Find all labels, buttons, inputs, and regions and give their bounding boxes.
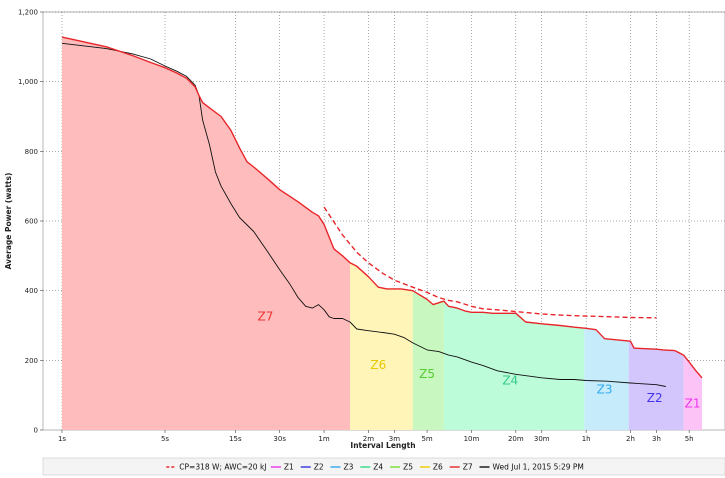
x-tick-label: 1m xyxy=(318,435,329,443)
zone-label-z1: Z1 xyxy=(685,396,701,410)
x-tick-label: 5m xyxy=(421,435,432,443)
legend-entry-label: Wed Jul 1, 2015 5:29 PM xyxy=(493,463,584,472)
zone-label-z6: Z6 xyxy=(370,358,386,372)
legend-box xyxy=(42,457,725,476)
zone-label-z2: Z2 xyxy=(647,391,663,405)
zone-area-z5 xyxy=(412,290,444,430)
zone-area-z4 xyxy=(443,301,585,430)
x-tick-label: 1h xyxy=(582,435,591,443)
series-line-ride-curve xyxy=(61,36,703,379)
zone-label-z5: Z5 xyxy=(419,367,435,381)
y-tick-label: 200 xyxy=(25,357,38,365)
x-tick-label: 20m xyxy=(508,435,524,443)
axes: 0 200 400 600 800 1,000 1,200 1s 5s 15s 30s 1m 2m 3m 5… xyxy=(18,9,694,444)
x-tick-label: 2m xyxy=(363,435,374,443)
zone-areas xyxy=(62,37,702,430)
zone-label-z3: Z3 xyxy=(597,382,613,396)
zone-area-z3 xyxy=(584,328,629,430)
y-tick-label: 0 xyxy=(34,427,38,435)
legend: CP=318 W; AWC=20 kJ Z1 Z2 Z3 Z4 Z5 Z6 Z7 Wed Jul… xyxy=(166,463,584,472)
y-tick-label: 600 xyxy=(25,218,38,226)
legend-entry-label: Z2 xyxy=(314,463,324,472)
y-tick-label: 1,000 xyxy=(18,78,38,86)
x-tick-label: 10m xyxy=(464,435,480,443)
x-tick-label: 3m xyxy=(389,435,400,443)
x-tick-label: 30m xyxy=(534,435,550,443)
legend-entry-label: Z6 xyxy=(433,463,443,472)
legend-entry-label: CP=318 W; AWC=20 kJ xyxy=(179,463,266,472)
x-tick-label: 30s xyxy=(273,435,286,443)
x-tick-label: 3h xyxy=(652,435,661,443)
y-tick-label: 800 xyxy=(25,148,38,156)
zone-label-z7: Z7 xyxy=(257,309,273,323)
x-tick-label: 5s xyxy=(161,435,169,443)
series-lines xyxy=(61,36,703,387)
zone-area-z1 xyxy=(683,355,702,430)
zone-area-z2 xyxy=(628,341,684,430)
legend-entry-label: Z3 xyxy=(344,463,354,472)
y-tick-label: 400 xyxy=(25,287,38,295)
x-axis-title: Interval Length xyxy=(350,441,415,450)
legend-entry-label: Z1 xyxy=(284,463,294,472)
x-tick-label: 5h xyxy=(685,435,694,443)
zone-area-z7 xyxy=(62,37,350,430)
zone-label-z4: Z4 xyxy=(502,374,518,388)
x-tick-label: 2h xyxy=(626,435,635,443)
y-axis-title: Average Power (watts) xyxy=(4,173,13,270)
x-tick-label: 1s xyxy=(58,435,66,443)
y-tick-label: 1,200 xyxy=(18,9,38,17)
series-line-comparison xyxy=(61,42,666,387)
zone-area-z6 xyxy=(350,262,413,430)
legend-entry-label: Z4 xyxy=(373,463,383,472)
zone-labels: Z7 Z6 Z5 Z4 Z3 Z2 Z1 xyxy=(257,309,700,410)
legend-entry-label: Z5 xyxy=(403,463,413,472)
x-tick-label: 15s xyxy=(229,435,242,443)
series-line-model xyxy=(323,206,657,319)
legend-entry-label: Z7 xyxy=(463,463,473,472)
